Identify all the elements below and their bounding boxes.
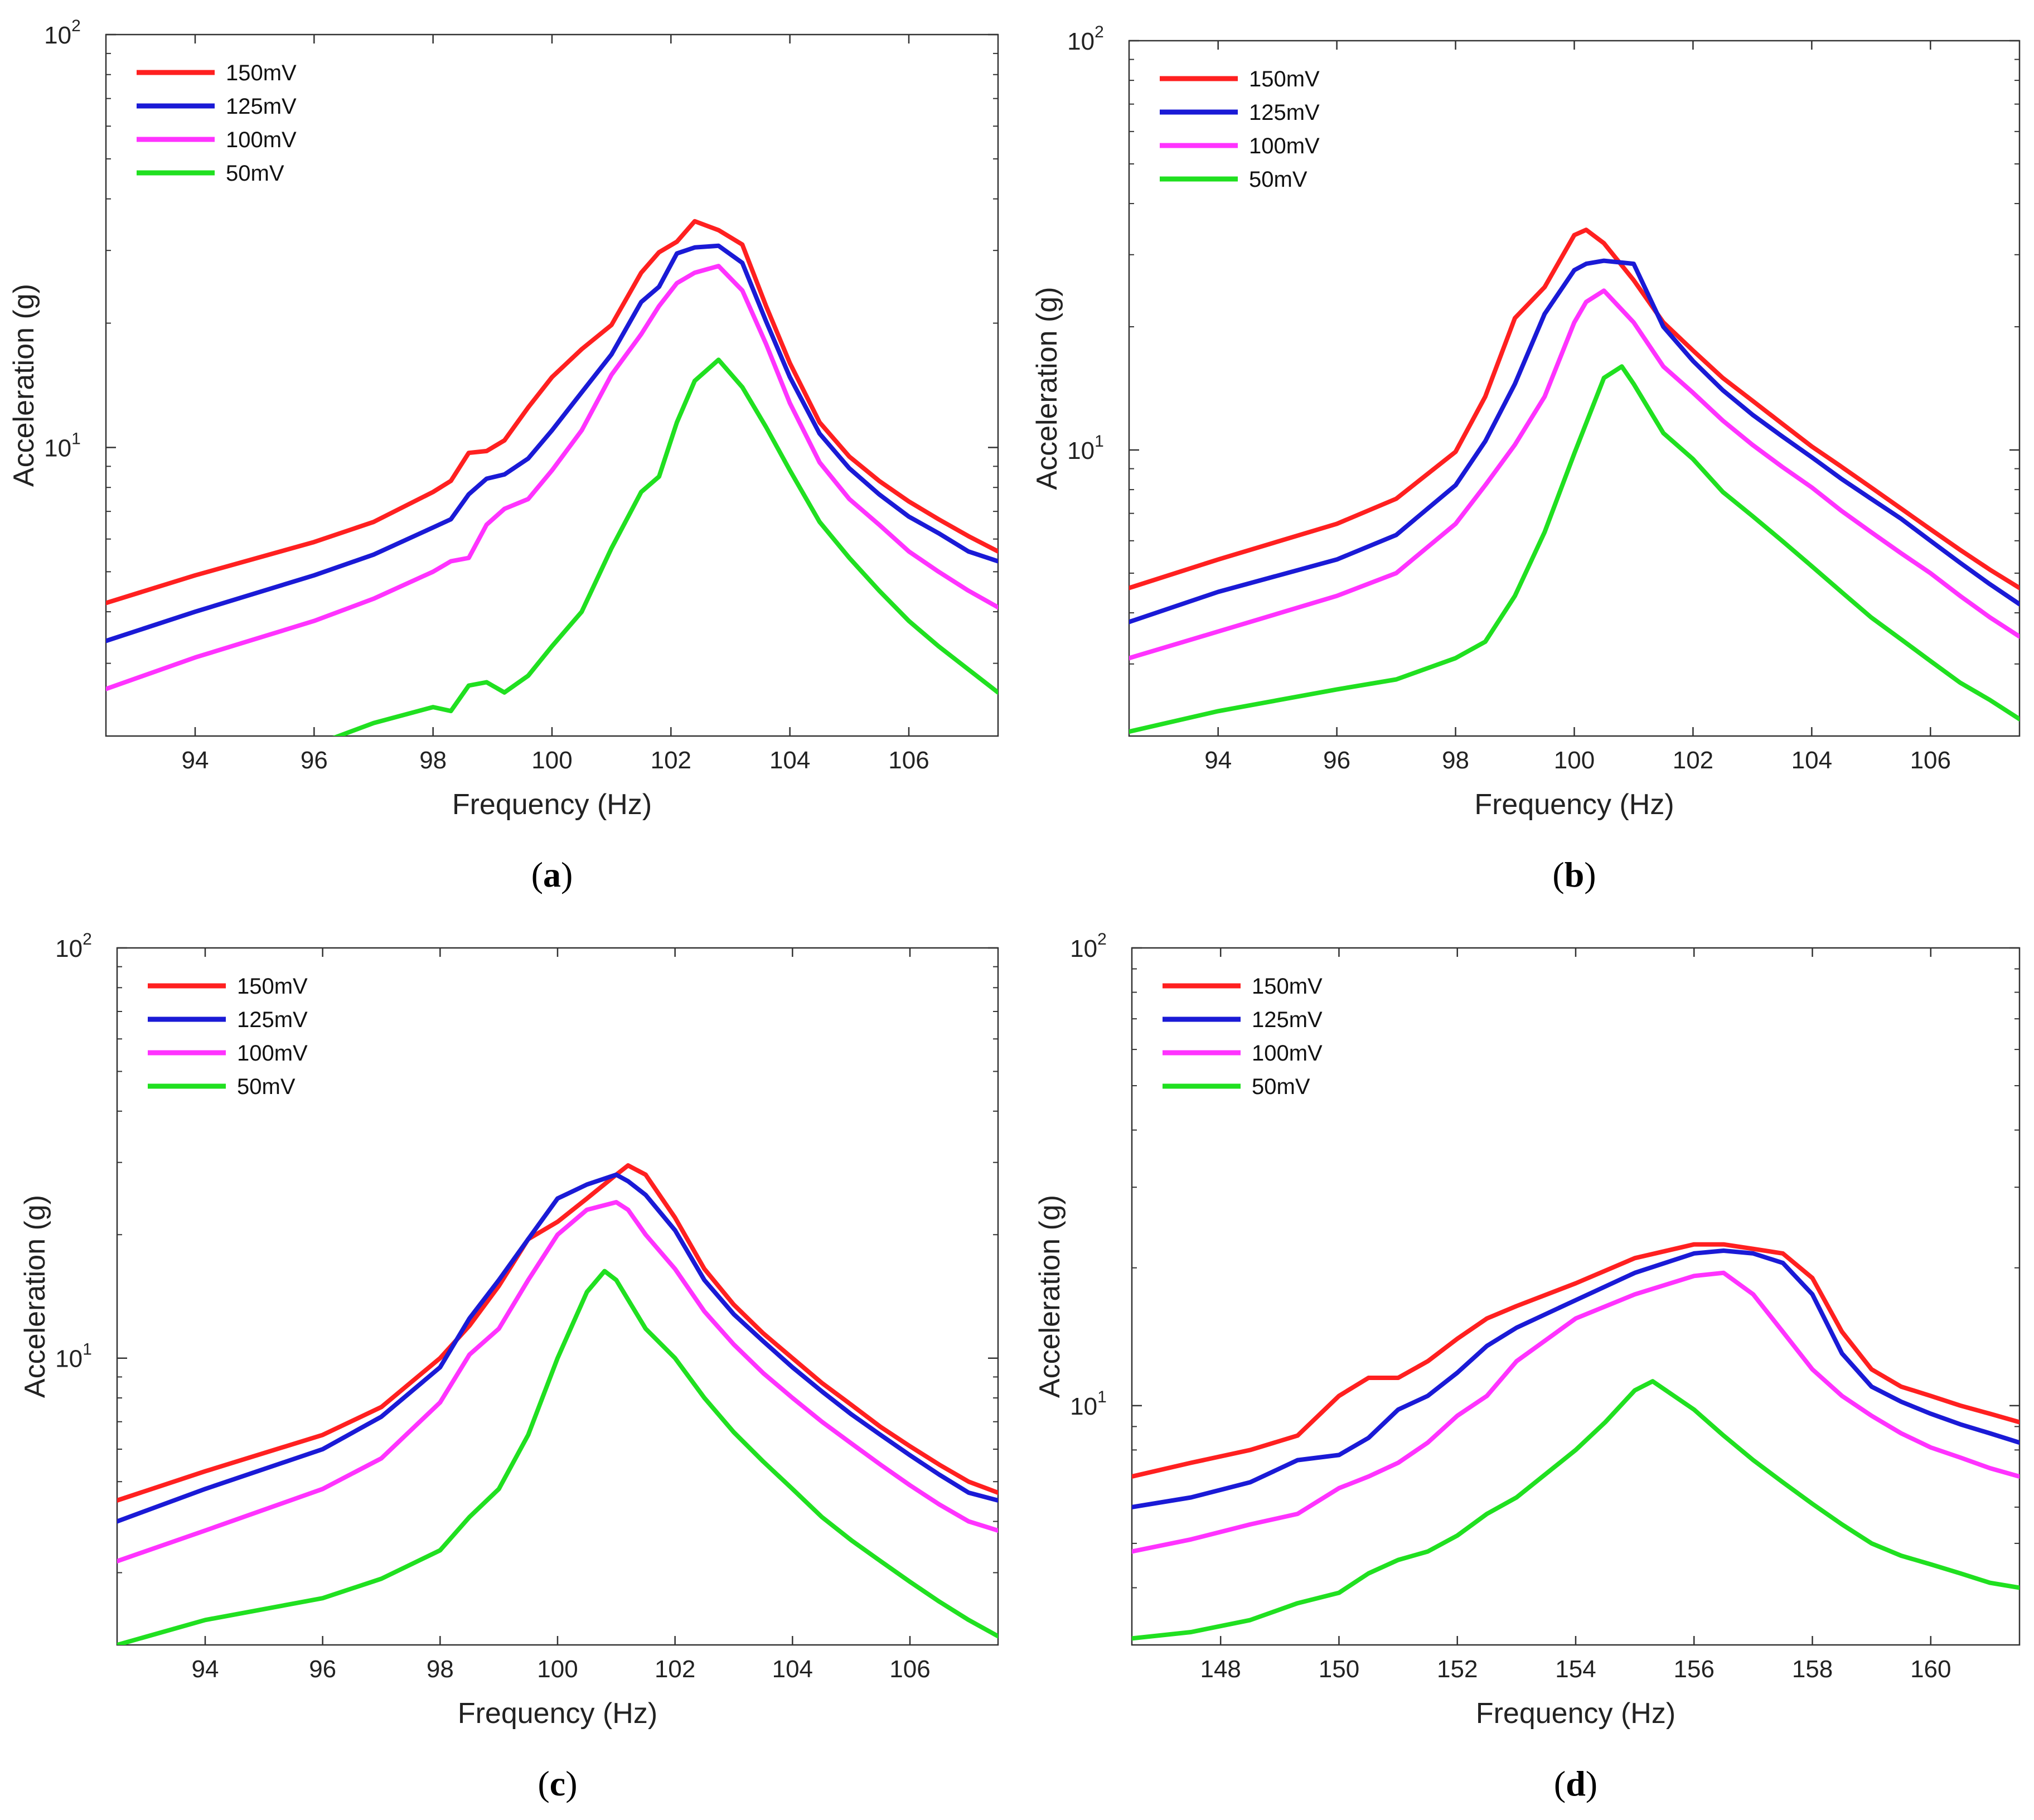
x-axis-title: Frequency (Hz): [452, 788, 652, 821]
legend: 150mV 125mV 100mV 50mV: [137, 61, 297, 186]
legend-label: 50mV: [1252, 1074, 1310, 1099]
y-tick-label: 102: [44, 17, 81, 49]
panel-label: (b): [1552, 855, 1596, 894]
panels: 94 96 98 100 102 104 106 101 102 150mV 125mV 100mV 5…: [8, 17, 2021, 1803]
series-line-125mV: [1129, 258, 2020, 625]
series-line-150mV: [1132, 1242, 2020, 1479]
y-tick-label: 101: [55, 1340, 92, 1373]
x-tick-label: 100: [537, 1656, 578, 1683]
x-tick-label: 150: [1319, 1656, 1359, 1683]
x-tick-label: 94: [182, 747, 209, 774]
x-axis-title: Frequency (Hz): [458, 1697, 657, 1730]
legend: 150mV 125mV 100mV 50mV: [1163, 974, 1323, 1099]
x-tick-label: 96: [309, 1656, 336, 1683]
x-tick-label: 94: [1204, 747, 1232, 774]
chart-panel-b: 94 96 98 100 102 104 106 101 102 150mV 125mV 100mV 5…: [1031, 23, 2021, 894]
legend-label: 100mV: [237, 1041, 308, 1066]
legend-label: 50mV: [226, 161, 284, 186]
series-line-100mV: [117, 1200, 998, 1564]
legend-label: 100mV: [226, 128, 297, 152]
legend-label: 125mV: [1249, 100, 1320, 125]
y-axis-title: Acceleration (g): [1034, 1195, 1066, 1398]
y-tick-label: 102: [55, 930, 92, 962]
legend-label: 150mV: [1252, 974, 1323, 999]
x-tick-label: 160: [1910, 1656, 1951, 1683]
legend-label: 150mV: [237, 974, 308, 999]
x-tick-label: 98: [1442, 747, 1469, 774]
y-tick-label: 101: [1070, 1388, 1107, 1420]
x-tick-label: 102: [655, 1656, 695, 1683]
chart-panel-d: 148 150 152 154 156 158 160 101 102 150mV 125mV 100…: [1034, 930, 2021, 1803]
legend-label: 150mV: [1249, 67, 1320, 91]
x-tick-label: 94: [192, 1656, 219, 1683]
x-axis-title: Frequency (Hz): [1476, 1697, 1675, 1730]
legend-label: 125mV: [237, 1008, 308, 1032]
y-tick-label: 102: [1070, 930, 1107, 962]
chart-panel-c: 94 96 98 100 102 104 106 101 102 150mV 125mV 100mV 5…: [19, 930, 999, 1803]
y-axis-title: Acceleration (g): [19, 1195, 51, 1398]
x-tick-label: 104: [1791, 747, 1832, 774]
x-tick-label: 102: [1673, 747, 1713, 774]
series-line-100mV: [106, 264, 998, 691]
legend-label: 50mV: [237, 1074, 296, 1099]
x-tick-label: 100: [1554, 747, 1595, 774]
y-tick-label: 102: [1067, 23, 1104, 55]
x-tick-label: 96: [1323, 747, 1350, 774]
x-tick-label: 98: [419, 747, 447, 774]
panel-label: (d): [1554, 1764, 1597, 1803]
series-line-100mV: [1129, 288, 2020, 661]
legend-label: 100mV: [1252, 1041, 1323, 1066]
y-tick-label: 101: [1067, 432, 1104, 464]
y-tick-label: 101: [44, 429, 81, 462]
x-tick-label: 96: [301, 747, 328, 774]
series-line-150mV: [117, 1163, 998, 1503]
x-tick-label: 106: [889, 1656, 930, 1683]
x-axis-title: Frequency (Hz): [1474, 788, 1674, 821]
legend: 150mV 125mV 100mV 50mV: [148, 974, 308, 1099]
series-line-50mV: [1129, 364, 2020, 734]
legend-label: 125mV: [1252, 1008, 1323, 1032]
y-axis-title: Acceleration (g): [1031, 287, 1063, 490]
series-line-125mV: [117, 1172, 998, 1524]
series-line-50mV: [1132, 1379, 2020, 1641]
panel-label: (c): [537, 1764, 577, 1803]
series-line-50mV: [332, 357, 998, 736]
x-tick-label: 148: [1200, 1656, 1241, 1683]
series-line-150mV: [106, 219, 998, 606]
chart-panel-a: 94 96 98 100 102 104 106 101 102 150mV 125mV 100mV 5…: [8, 17, 999, 894]
x-tick-label: 154: [1555, 1656, 1596, 1683]
series-line-125mV: [1132, 1248, 2020, 1509]
legend-label: 150mV: [226, 61, 297, 85]
legend: 150mV 125mV 100mV 50mV: [1160, 67, 1320, 192]
x-tick-label: 104: [769, 747, 810, 774]
series-line-50mV: [117, 1269, 998, 1645]
x-tick-label: 102: [651, 747, 691, 774]
y-axis-title: Acceleration (g): [8, 284, 40, 487]
panel-label: (a): [531, 855, 573, 894]
legend-label: 125mV: [226, 94, 297, 119]
x-tick-label: 156: [1674, 1656, 1715, 1683]
x-tick-label: 158: [1792, 1656, 1833, 1683]
legend-label: 100mV: [1249, 134, 1320, 158]
x-tick-label: 106: [888, 747, 929, 774]
legend-label: 50mV: [1249, 167, 1307, 192]
x-tick-label: 106: [1910, 747, 1951, 774]
x-tick-label: 100: [531, 747, 572, 774]
x-tick-label: 98: [427, 1656, 454, 1683]
series-line-125mV: [106, 243, 998, 643]
x-tick-label: 104: [772, 1656, 813, 1683]
x-tick-label: 152: [1437, 1656, 1478, 1683]
series-line-100mV: [1132, 1270, 2020, 1554]
